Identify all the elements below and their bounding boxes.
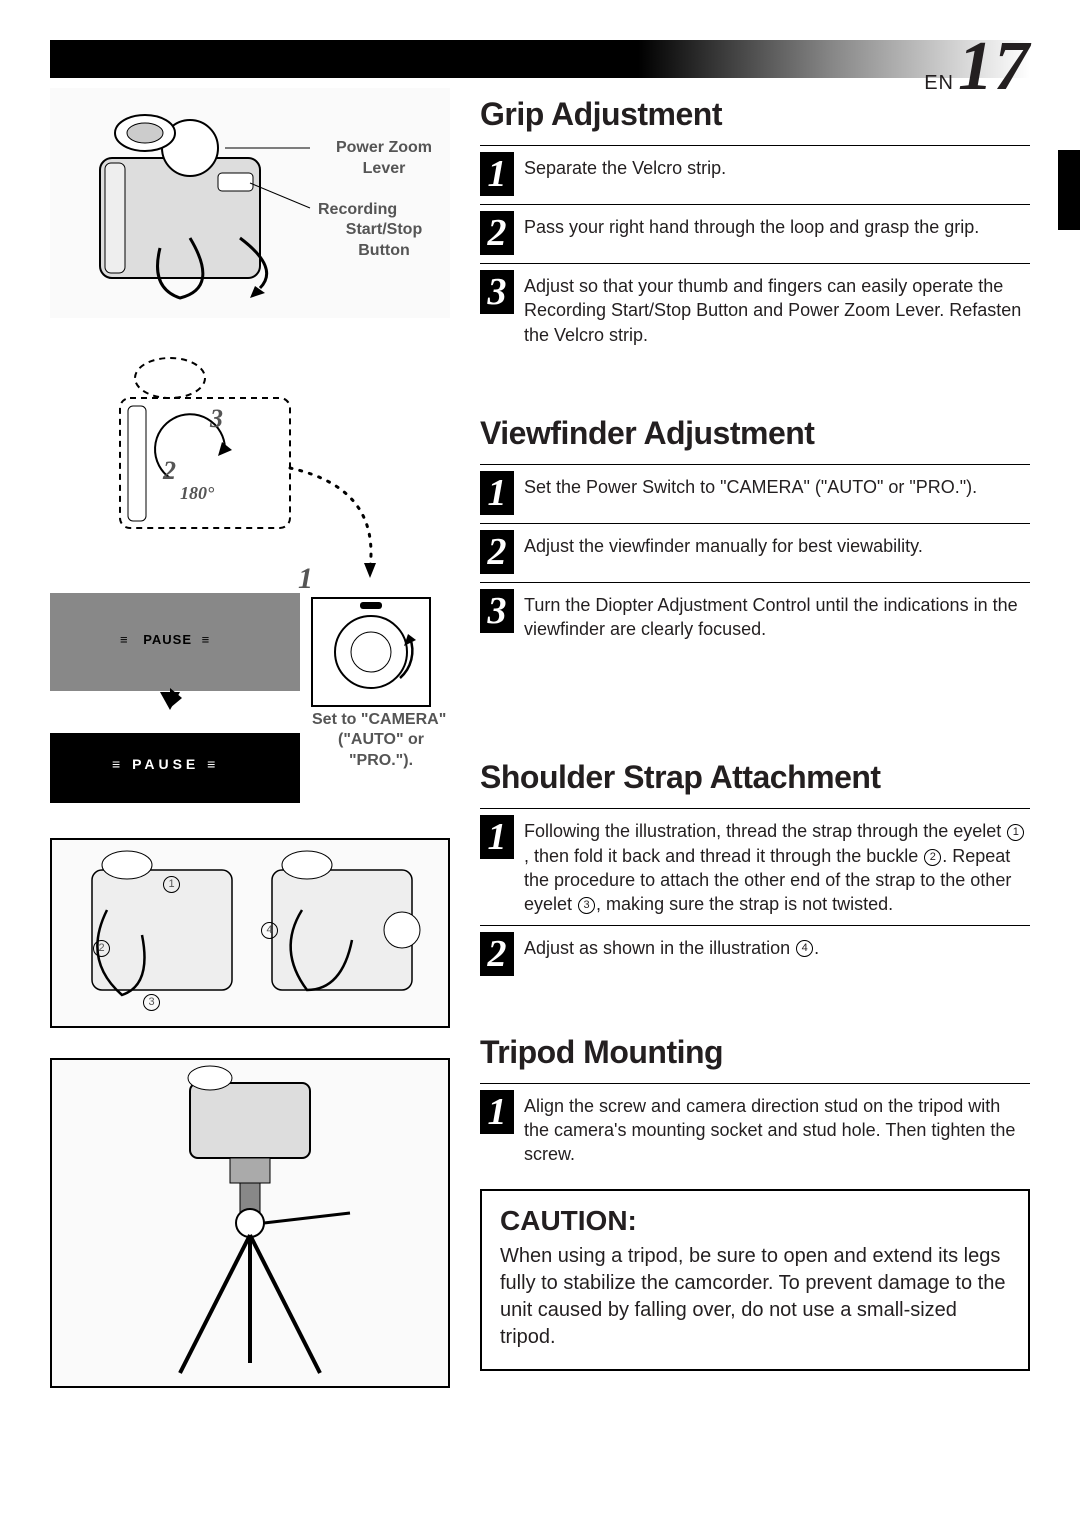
step-number: 2: [480, 932, 514, 976]
step-text: Turn the Diopter Adjustment Control unti…: [524, 589, 1030, 642]
label-power-zoom: Power Zoom Lever: [318, 138, 450, 180]
strap-3: 3: [143, 994, 160, 1011]
strap-step-2: 2 Adjust as shown in the illustration 4.: [480, 925, 1030, 984]
tripod-step-1: 1 Align the screw and camera direction s…: [480, 1083, 1030, 1175]
step-number: 2: [480, 211, 514, 255]
step-number: 3: [480, 270, 514, 314]
step-text: Following the illustration, thread the s…: [524, 815, 1030, 916]
caution-title: CAUTION:: [500, 1205, 1010, 1237]
grip-step-1: 1 Separate the Velcro strip.: [480, 145, 1030, 204]
page-num: 17: [958, 28, 1030, 105]
vf-step-1: 1 Set the Power Switch to "CAMERA" ("AUT…: [480, 464, 1030, 523]
label-startstop: Start/Stop Button: [318, 220, 450, 262]
step-number: 1: [480, 1090, 514, 1134]
vf-step-2: 2 Adjust the viewfinder manually for bes…: [480, 523, 1030, 582]
strap-4: 4: [261, 922, 278, 939]
edge-tab: [1058, 150, 1080, 230]
step-number: 2: [480, 530, 514, 574]
step-text: Align the screw and camera direction stu…: [524, 1090, 1030, 1167]
step-number: 1: [480, 152, 514, 196]
section-grip: Grip Adjustment 1 Separate the Velcro st…: [480, 96, 1030, 355]
caption-camera1: Set to "CAMERA": [312, 710, 446, 731]
strap-step-1: 1 Following the illustration, thread the…: [480, 808, 1030, 924]
step-number: 1: [480, 471, 514, 515]
step-number: 3: [480, 589, 514, 633]
section-tripod: Tripod Mounting 1 Align the screw and ca…: [480, 1034, 1030, 1371]
section-strap: Shoulder Strap Attachment 1 Following th…: [480, 759, 1030, 983]
step-text: Separate the Velcro strip.: [524, 152, 726, 180]
pause-bar: ≡ PAUSE ≡: [112, 756, 219, 772]
caption-camera2: ("AUTO" or "PRO.").: [312, 730, 450, 772]
strap-title: Shoulder Strap Attachment: [480, 759, 1030, 796]
tripod-title: Tripod Mounting: [480, 1034, 1030, 1071]
illustration-strap: 1 2 3 4: [50, 838, 450, 1028]
illustration-grip: Power Zoom Lever Recording Start/Stop Bu…: [50, 88, 450, 318]
step-text: Set the Power Switch to "CAMERA" ("AUTO"…: [524, 471, 977, 499]
strap-2: 2: [93, 940, 110, 957]
step-text: Pass your right hand through the loop an…: [524, 211, 979, 239]
step-text: Adjust so that your thumb and fingers ca…: [524, 270, 1030, 347]
vf-rotation: 180°: [180, 483, 214, 504]
step-text: Adjust the viewfinder manually for best …: [524, 530, 923, 558]
strap-1: 1: [163, 876, 180, 893]
viewfinder-title: Viewfinder Adjustment: [480, 415, 1030, 452]
caution-box: CAUTION: When using a tripod, be sure to…: [480, 1189, 1030, 1371]
illustration-viewfinder: 3 2 180° 1 ≡ PAUSE ≡ Set to "CAMERA" ("A…: [50, 338, 450, 818]
section-viewfinder: Viewfinder Adjustment 1 Set the Power Sw…: [480, 415, 1030, 650]
vf-step1: 1: [298, 562, 313, 596]
caution-text: When using a tripod, be sure to open and…: [500, 1243, 1010, 1351]
vf-step-3: 3 Turn the Diopter Adjustment Control un…: [480, 582, 1030, 650]
vf-step2: 2: [163, 456, 176, 486]
header-bar: EN17: [50, 40, 1030, 78]
lang-label: EN: [924, 72, 954, 94]
pause-glyph: ≡ PAUSE ≡: [120, 632, 215, 647]
grip-step-3: 3 Adjust so that your thumb and fingers …: [480, 263, 1030, 355]
vf-step3: 3: [210, 404, 223, 434]
step-number: 1: [480, 815, 514, 859]
label-recording: Recording: [318, 200, 397, 221]
illustration-tripod: [50, 1058, 450, 1388]
page-number: EN17: [924, 32, 1030, 102]
step-text: Adjust as shown in the illustration 4.: [524, 932, 819, 960]
grip-step-2: 2 Pass your right hand through the loop …: [480, 204, 1030, 263]
